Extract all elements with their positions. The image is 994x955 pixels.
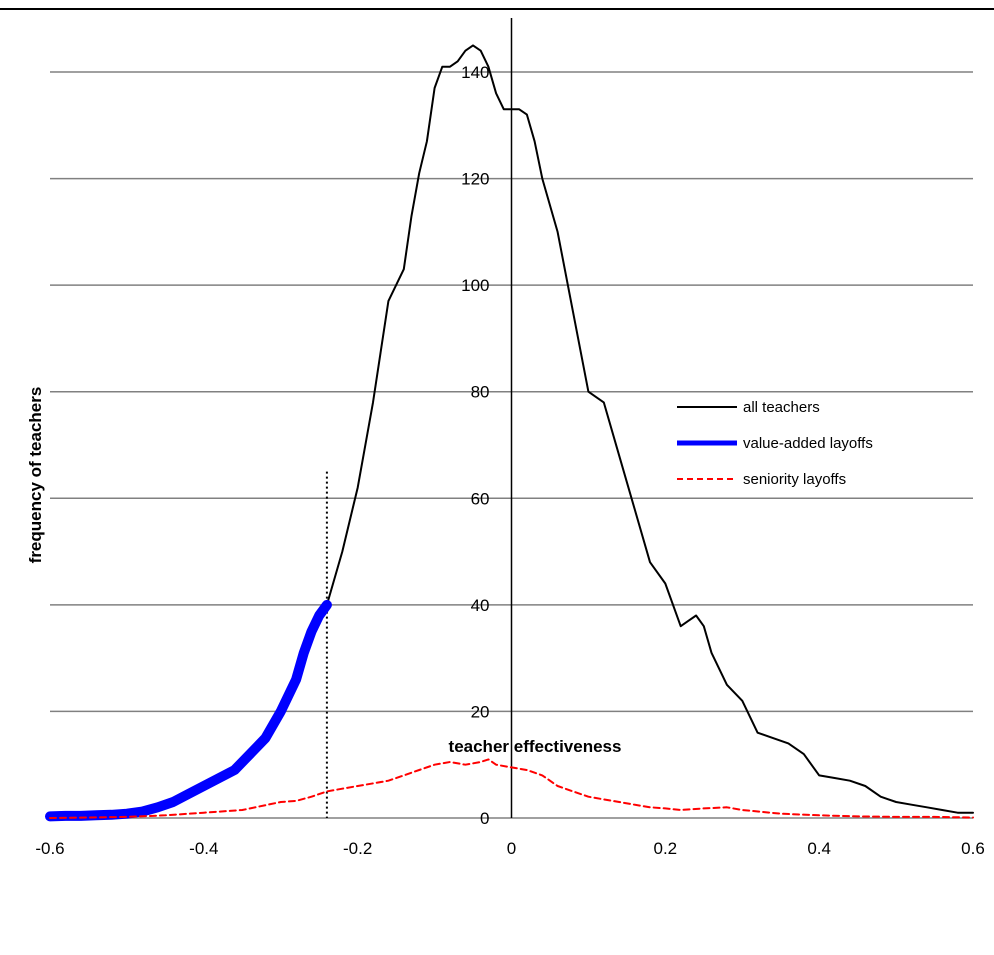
y-tick-label: 140 [461,63,489,82]
y-tick-label: 60 [471,489,490,508]
legend: all teachers value-added layoffs seniority… [677,399,873,488]
x-tick-label: 0 [507,839,516,858]
x-tick-label: -0.6 [35,839,64,858]
legend-label: all teachers [743,399,820,416]
x-axis-title: teacher effectiveness [449,737,622,756]
y-tick-label: 80 [471,383,490,402]
legend-label: value-added layoffs [743,435,873,452]
y-tick-label: 120 [461,170,489,189]
legend-label: seniority layoffs [743,471,846,488]
axes [50,18,973,819]
x-tick-label: 0.4 [807,839,831,858]
y-tick-label: 0 [480,809,489,828]
y-tick-label: 40 [471,596,490,615]
x-tick-label: -0.2 [343,839,372,858]
x-tick-label: 0.2 [654,839,678,858]
y-tick-label: 100 [461,276,489,295]
x-tick-label: 0.6 [961,839,985,858]
y-axis-title: frequency of teachers [26,387,45,564]
series-lines [45,44,974,822]
x-tick-label: -0.4 [189,839,218,858]
tick-labels: 0 20 40 60 80 100 120 140 -0.6 -0.4 -0.2 0 0.2 0.4 0.6 [35,63,984,858]
series-value-added-layoffs [45,599,332,822]
y-tick-label: 20 [471,702,490,721]
series-all-teachers [325,44,974,814]
series-seniority-layoffs [49,758,974,819]
